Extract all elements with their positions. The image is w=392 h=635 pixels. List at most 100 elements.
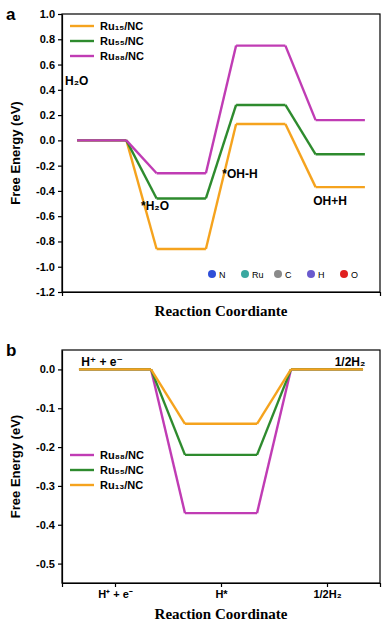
y-tick: -0.1 xyxy=(36,402,62,414)
series xyxy=(77,105,365,199)
tick-label: -0.6 xyxy=(36,210,55,222)
state-label: OH+H xyxy=(313,194,347,208)
atom-label: O xyxy=(351,270,358,280)
connector xyxy=(151,369,185,513)
series xyxy=(79,369,363,513)
tick-mark xyxy=(58,563,62,564)
atom-key-item: N xyxy=(208,270,226,280)
atom-label: N xyxy=(219,270,226,280)
y-tick: 0.4 xyxy=(40,84,62,96)
legend-item: Ru₅₅/NC xyxy=(70,464,144,476)
tick-label: 0.8 xyxy=(40,33,55,45)
legend-item: Ru₅₅/NC xyxy=(70,35,144,47)
energy-level xyxy=(316,153,365,155)
tick-mark xyxy=(58,140,62,141)
energy-level xyxy=(236,123,285,125)
energy-level xyxy=(236,44,285,46)
atom-label: Ru xyxy=(252,270,264,280)
legend-label: Ru₈₈/NC xyxy=(100,449,144,461)
legend: Ru₈₈/NC Ru₅₅/NC Ru₁₃/NC xyxy=(70,449,144,491)
series xyxy=(79,369,363,423)
x-axis-title: Reaction Coordinate xyxy=(155,606,288,622)
connector xyxy=(126,140,156,198)
connector xyxy=(285,46,315,121)
x-tick: H* xyxy=(215,583,228,600)
y-tick: -0.2 xyxy=(36,160,62,172)
connector xyxy=(126,140,156,173)
y-tick: -0.5 xyxy=(36,558,62,570)
tick-label: 0.0 xyxy=(40,134,55,146)
tick-mark xyxy=(58,14,62,15)
y-tick: -1.0 xyxy=(36,261,62,273)
tick-mark xyxy=(58,90,62,91)
y-tick: 0.8 xyxy=(40,33,62,45)
x-axis-title: Reaction Coordiante xyxy=(155,303,288,319)
atom-swatch xyxy=(274,270,282,278)
tick-label: H⁺ + e⁻ xyxy=(98,588,133,600)
figure: -1.2 -1.0 -0.8 -0.6 -0.4 -0.2 0.0 0.2 0.4 0.6 0.8 1… xyxy=(0,0,392,635)
y-axis-title: Free Energy (eV) xyxy=(8,415,23,518)
y-tick: -0.3 xyxy=(36,480,62,492)
legend-swatch xyxy=(70,25,94,27)
tick-mark xyxy=(58,369,62,370)
tick-label: 0.2 xyxy=(40,109,55,121)
tick-label: -1.0 xyxy=(36,261,55,273)
y-tick: 0.2 xyxy=(40,109,62,121)
tick-mark xyxy=(58,486,62,487)
connector xyxy=(257,369,291,513)
connector xyxy=(151,369,185,423)
tick-mark xyxy=(58,267,62,268)
legend-swatch xyxy=(70,55,94,57)
y-tick: -1.2 xyxy=(36,286,62,298)
tick-label: 0.0 xyxy=(40,363,55,375)
legend-swatch xyxy=(70,454,94,456)
plot-frame xyxy=(62,14,380,292)
tick-label: H* xyxy=(215,588,228,600)
tick-mark xyxy=(58,241,62,242)
axis-line xyxy=(62,351,63,584)
y-axis: 0.0-0.1-0.2-0.3-0.4-0.5 xyxy=(36,351,62,584)
y-tick: -0.8 xyxy=(36,235,62,247)
axis-line xyxy=(62,15,63,293)
atom-key-item: H xyxy=(307,270,325,280)
y-tick: 0.0 xyxy=(40,134,62,146)
energy-level xyxy=(316,119,365,121)
energy-level xyxy=(185,512,257,514)
panel: -1.2-1.0-0.8-0.6-0.4-0.20.00.20.40.60.81… xyxy=(8,8,381,319)
legend-item: Ru₁₃/NC xyxy=(70,479,143,491)
tick-mark xyxy=(327,583,328,587)
tick-label: -1.2 xyxy=(36,286,55,298)
energy-level xyxy=(77,139,126,141)
tick-mark xyxy=(58,115,62,116)
legend-item: Ru₈₈/NC xyxy=(70,449,144,461)
tick-label: -0.4 xyxy=(36,185,56,197)
atom-label: H xyxy=(318,270,325,280)
y-tick: 0.6 xyxy=(40,59,62,71)
tick-label: 0.4 xyxy=(40,84,56,96)
atom-swatch xyxy=(340,270,348,278)
tick-mark xyxy=(58,447,62,448)
energy-level xyxy=(185,423,257,425)
energy-level xyxy=(77,139,126,141)
tick-label: 1/2H₂ xyxy=(313,588,341,600)
legend-item: Ru₁₅/NC xyxy=(70,20,143,32)
tick-mark xyxy=(58,166,62,167)
tick-label: -0.5 xyxy=(36,558,55,570)
tick-mark xyxy=(58,191,62,192)
panel-label: b xyxy=(6,341,16,360)
state-label: *OH-H xyxy=(222,167,257,181)
tick-mark xyxy=(58,216,62,217)
y-axis-title: Free Energy (eV) xyxy=(8,101,23,204)
tick-mark xyxy=(58,525,62,526)
connector xyxy=(257,369,291,454)
tick-label: -0.8 xyxy=(36,235,55,247)
connector xyxy=(206,46,236,174)
connector xyxy=(285,124,315,187)
plot-frame xyxy=(62,350,380,583)
connector xyxy=(126,140,156,249)
series xyxy=(79,369,363,454)
y-axis: -1.2-1.0-0.8-0.6-0.4-0.20.00.20.40.60.81… xyxy=(36,8,62,298)
tick-mark xyxy=(58,408,62,409)
panel: 0.0-0.1-0.2-0.3-0.4-0.5H⁺ + e⁻H*1/2H₂Fre… xyxy=(8,350,381,622)
tick-mark xyxy=(58,64,62,65)
